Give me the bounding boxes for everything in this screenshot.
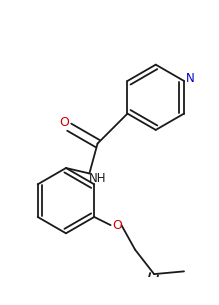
Text: O: O <box>59 116 69 129</box>
Text: NH: NH <box>89 172 106 185</box>
Text: O: O <box>112 219 122 231</box>
Text: N: N <box>186 72 195 85</box>
